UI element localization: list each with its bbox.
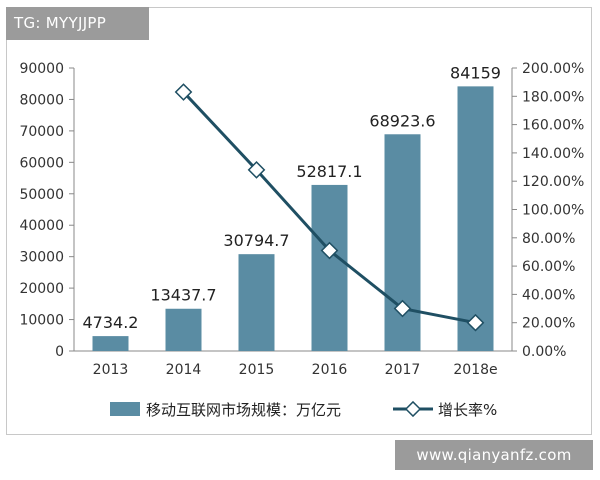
bar — [165, 308, 202, 351]
legend-bar-swatch — [110, 402, 140, 416]
right-tick-label: 60.00% — [522, 259, 575, 275]
growth-point-marker — [320, 241, 339, 260]
bar-value-label: 68923.6 — [369, 111, 435, 130]
left-tick-label: 0 — [55, 344, 64, 360]
line-series — [174, 83, 485, 332]
axes: 0 10000 20000 30000 40000 50000 60000 70000 8000… — [19, 61, 584, 378]
chart-frame — [6, 7, 592, 435]
right-tick-label: 200.00% — [522, 61, 584, 77]
left-tick-label: 60000 — [19, 155, 64, 171]
bar-series — [92, 86, 494, 351]
bar — [457, 86, 494, 351]
legend: 移动互联网市场规模：万亿元 增长率% — [110, 400, 497, 419]
x-tick-label: 2013 — [93, 362, 129, 378]
right-tick-label: 160.00% — [522, 118, 584, 134]
left-tick-label: 10000 — [19, 313, 64, 329]
x-tick-label: 2014 — [166, 362, 202, 378]
legend-line-marker — [404, 400, 422, 418]
bar — [238, 254, 275, 351]
right-tick-label: 180.00% — [522, 89, 584, 105]
legend-bar-label: 移动互联网市场规模：万亿元 — [146, 401, 341, 419]
right-tick-label: 80.00% — [522, 231, 575, 247]
legend-line-label: 增长率% — [438, 401, 497, 419]
left-tick-label: 70000 — [19, 124, 64, 140]
right-tick-label: 0.00% — [522, 344, 566, 360]
bar — [92, 336, 129, 351]
left-tick-label: 80000 — [19, 92, 64, 108]
left-tick-label: 30000 — [19, 250, 64, 266]
left-tick-label: 20000 — [19, 281, 64, 297]
bar — [311, 184, 348, 351]
left-tick-label: 40000 — [19, 218, 64, 234]
right-tick-label: 20.00% — [522, 316, 575, 332]
left-tick-label: 90000 — [19, 61, 64, 77]
bar-value-label: 4734.2 — [83, 313, 139, 332]
x-tick-label: 2016 — [312, 362, 348, 378]
growth-point-marker — [247, 161, 266, 179]
x-tick-label: 2018e — [453, 362, 497, 378]
right-tick-label: 100.00% — [522, 203, 584, 219]
growth-point-marker — [393, 299, 412, 318]
growth-point-marker — [174, 83, 193, 101]
bar-value-label: 30794.7 — [223, 231, 289, 250]
bar-value-label: 13437.7 — [150, 286, 216, 305]
growth-point-marker — [466, 313, 485, 332]
x-tick-label: 2015 — [239, 362, 275, 378]
right-tick-label: 40.00% — [522, 287, 575, 303]
bar-value-label: 84159 — [450, 63, 501, 82]
right-tick-label: 140.00% — [522, 146, 584, 162]
bar-value-label: 52817.1 — [296, 162, 362, 181]
left-tick-label: 50000 — [19, 187, 64, 203]
x-tick-label: 2017 — [385, 362, 421, 378]
bar — [384, 134, 421, 351]
right-tick-label: 120.00% — [522, 174, 584, 190]
watermark: www.qianyanfz.com — [395, 440, 593, 470]
tag-label: TG: MYYJJPP — [6, 7, 149, 40]
data-labels: 4734.2 13437.7 30794.7 52817.1 68923.6 84159 — [83, 63, 501, 332]
